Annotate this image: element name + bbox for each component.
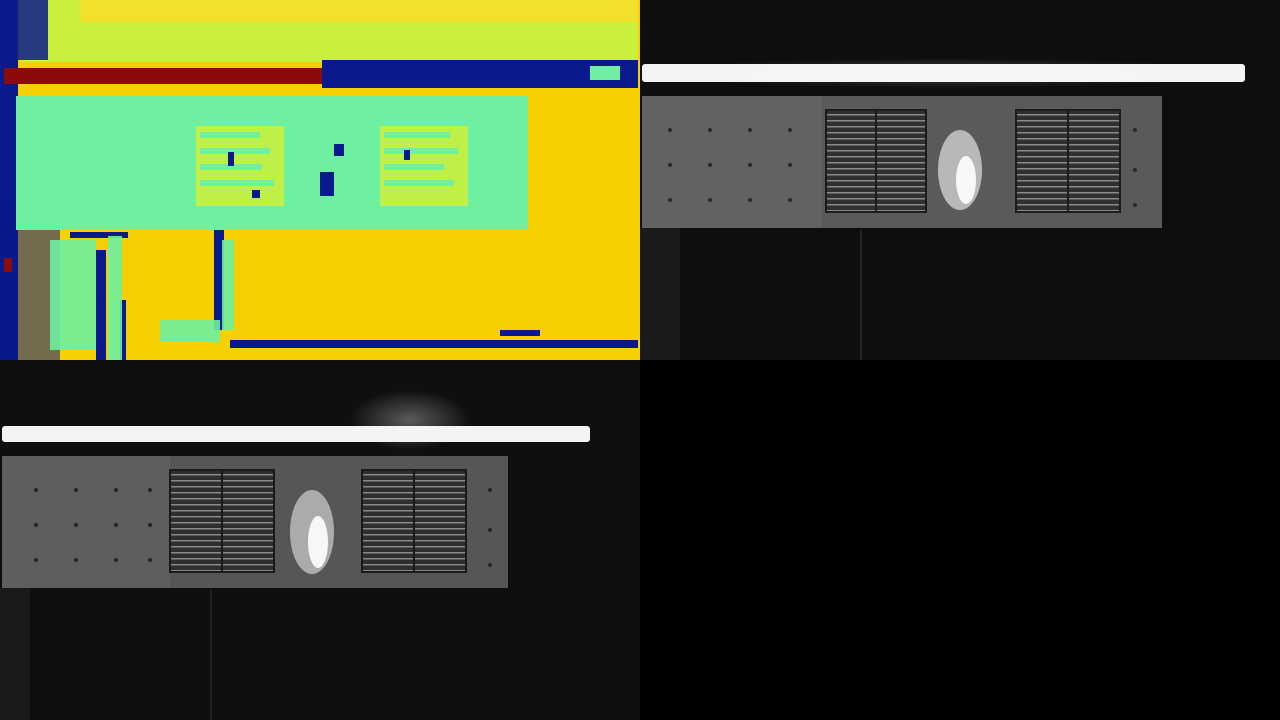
depth-map-view [0,0,640,360]
depth-map-image [0,0,640,360]
camera-image-1 [640,0,1280,360]
camera-image-2 [0,360,640,720]
camera-view-1 [640,0,1280,360]
camera-view-2 [0,360,640,720]
empty-view [640,360,1280,720]
